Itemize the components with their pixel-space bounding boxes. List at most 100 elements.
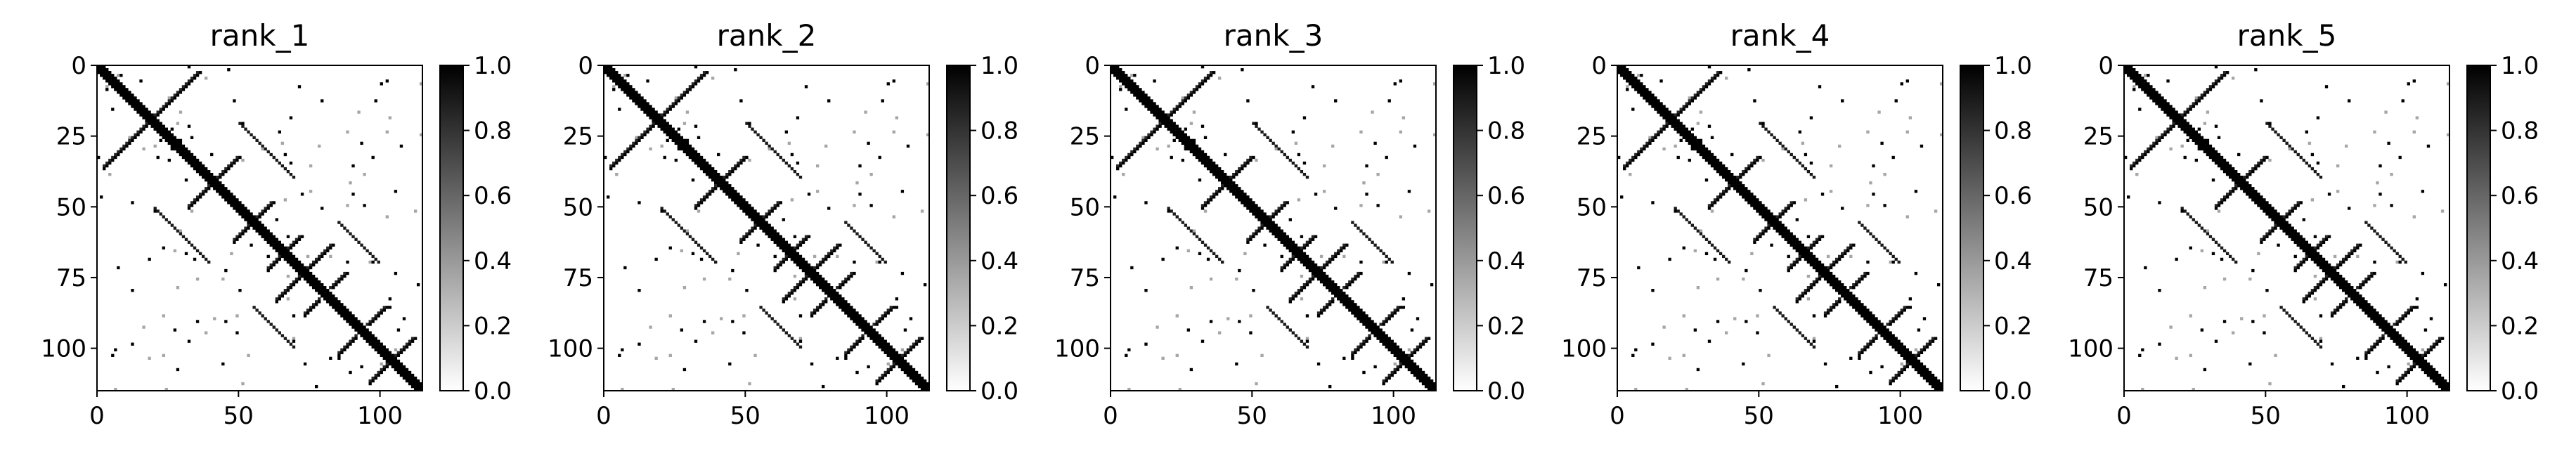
heatmap-cell (134, 133, 137, 136)
heatmap-cell (2166, 79, 2170, 83)
heatmap-cell (283, 292, 287, 295)
heatmap-cell (340, 348, 344, 351)
heatmap-cell (753, 130, 757, 134)
heatmap-cell (193, 164, 197, 168)
heatmap-cell (1789, 243, 1793, 247)
heatmap-cell (1224, 178, 1227, 182)
heatmap-cell (1809, 252, 1813, 256)
colorbar (439, 65, 464, 391)
heatmap-cell (1688, 133, 1691, 136)
heatmap-cell (261, 229, 264, 233)
heatmap-cell (1759, 232, 1762, 235)
heatmap-cell (1175, 314, 1179, 318)
heatmap-cell (1175, 246, 1179, 249)
heatmap-cell (2324, 271, 2329, 275)
heatmap-cell (100, 74, 103, 77)
heatmap-cell (405, 373, 409, 377)
heatmap-cell (219, 176, 222, 179)
heatmap-cell (326, 300, 330, 304)
heatmap-cell (204, 172, 208, 176)
heatmap-cell (1818, 274, 1822, 278)
heatmap-cell (853, 314, 856, 318)
heatmap-cell (1651, 93, 1655, 97)
heatmap-cell (295, 268, 299, 273)
heatmap-cell (292, 339, 296, 343)
heatmap-cell (646, 130, 649, 134)
heatmap-cell (2189, 127, 2192, 131)
heatmap-cell (1792, 325, 1796, 329)
heatmap-cell (1125, 155, 1128, 160)
heatmap-cell (2336, 266, 2340, 270)
heatmap-cell (632, 141, 635, 145)
heatmap-cell (1277, 238, 1281, 241)
heatmap-cell (275, 257, 278, 261)
heatmap-cell (1156, 127, 1159, 131)
heatmap-cell (869, 246, 873, 249)
heatmap-cell (1713, 257, 1717, 261)
heatmap-cell (1767, 226, 1771, 230)
heatmap-cell (261, 147, 264, 151)
heatmap-cell (1316, 311, 1321, 315)
heatmap-cell (1373, 243, 1377, 247)
heatmap-cell (1178, 127, 1182, 131)
heatmap-cell (796, 283, 800, 287)
heatmap-cell (2322, 240, 2326, 244)
heatmap-cell (1707, 150, 1711, 154)
heatmap-cell (1144, 289, 1148, 292)
heatmap-cell (850, 226, 853, 230)
heatmap-cell (1170, 155, 1173, 160)
heatmap-cell (1127, 85, 1131, 89)
heatmap-cell (1869, 317, 1872, 320)
heatmap-cell (357, 110, 361, 114)
heatmap-cell (408, 370, 412, 375)
heatmap-cell (1113, 65, 1117, 69)
heatmap-cell (2169, 108, 2173, 111)
heatmap-cell (753, 218, 757, 221)
heatmap-cell (745, 207, 749, 210)
heatmap-cell (1136, 93, 1139, 97)
heatmap-cell (190, 161, 194, 165)
heatmap-cell (1217, 257, 1222, 261)
heatmap-cell (1756, 201, 1759, 204)
heatmap-cell (2152, 99, 2156, 103)
heatmap-cell (1396, 345, 1399, 349)
heatmap-cell (1685, 133, 1688, 136)
heatmap-cell (1728, 172, 1731, 176)
heatmap-cell (2310, 289, 2315, 292)
heatmap-cell (119, 82, 123, 86)
heatmap-cell (2316, 252, 2320, 256)
heatmap-cell (751, 207, 754, 210)
heatmap-cell (878, 254, 881, 259)
heatmap-cell (2274, 215, 2277, 219)
heatmap-cell (2194, 221, 2198, 224)
heatmap-cell (1894, 339, 1898, 343)
heatmap-cell (2356, 243, 2360, 247)
heatmap-cell (1368, 337, 1371, 340)
heatmap-cell (286, 297, 290, 301)
heatmap-cell (1841, 252, 1844, 256)
heatmap-cell (1894, 376, 1898, 380)
heatmap-cell (1855, 280, 1858, 284)
heatmap-cell (1863, 314, 1867, 318)
heatmap-cell (756, 243, 760, 247)
heatmap-cell (201, 193, 205, 196)
heatmap-cell (1903, 356, 1906, 361)
heatmap-cell (1747, 167, 1751, 171)
heatmap-cell (615, 77, 619, 80)
heatmap-cell (1809, 342, 1813, 346)
heatmap-cell (233, 240, 236, 244)
heatmap-cell (1674, 124, 1677, 128)
heatmap-cell (2231, 169, 2235, 174)
heatmap-cell (748, 382, 751, 386)
heatmap-cell (784, 331, 788, 335)
heatmap-cell (408, 342, 412, 346)
heatmap-cell (2211, 158, 2215, 162)
heatmap-cell (886, 342, 890, 346)
heatmap-cell (377, 260, 380, 264)
heatmap-cell (204, 167, 208, 171)
heatmap-cell (878, 376, 881, 380)
heatmap-cell (855, 181, 859, 185)
heatmap-cell (782, 300, 785, 304)
heatmap-cell (2251, 193, 2255, 196)
heatmap-cell (666, 212, 669, 216)
